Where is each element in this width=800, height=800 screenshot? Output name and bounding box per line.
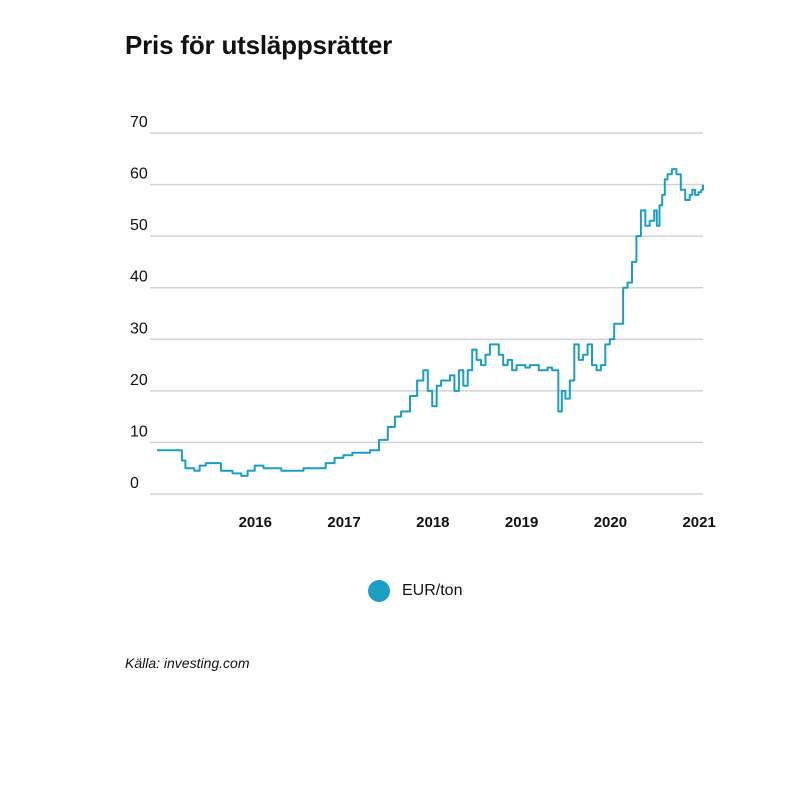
x-tick-label: 2019 [505, 514, 538, 531]
source-note: Källa: investing.com [125, 655, 250, 671]
x-tick-label: 2017 [327, 514, 360, 531]
legend-swatch [368, 580, 390, 602]
legend: EUR/ton [368, 580, 462, 602]
gridlines [150, 132, 703, 495]
y-tick-label: 40 [130, 269, 148, 286]
x-axis-ticks: 2016 2017 2018 2019 2020 2021 [239, 514, 716, 531]
legend-label: EUR/ton [402, 582, 463, 599]
x-tick-label: 2016 [239, 514, 272, 531]
y-tick-label: 10 [130, 423, 148, 440]
y-tick-label: 70 [130, 114, 148, 131]
chart-title: Pris för utsläppsrätter [125, 30, 393, 60]
y-tick-label: 60 [130, 166, 148, 183]
y-tick-label: 30 [130, 320, 148, 337]
y-tick-label: 0 [130, 475, 139, 492]
y-axis-ticks: 0 10 20 30 40 50 60 70 [130, 114, 148, 492]
y-tick-label: 20 [130, 372, 148, 389]
x-tick-label: 2021 [682, 514, 715, 531]
series-line-eur-ton [157, 168, 704, 477]
x-tick-label: 2018 [416, 514, 449, 531]
x-tick-label: 2020 [594, 514, 627, 531]
y-tick-label: 50 [130, 217, 148, 234]
